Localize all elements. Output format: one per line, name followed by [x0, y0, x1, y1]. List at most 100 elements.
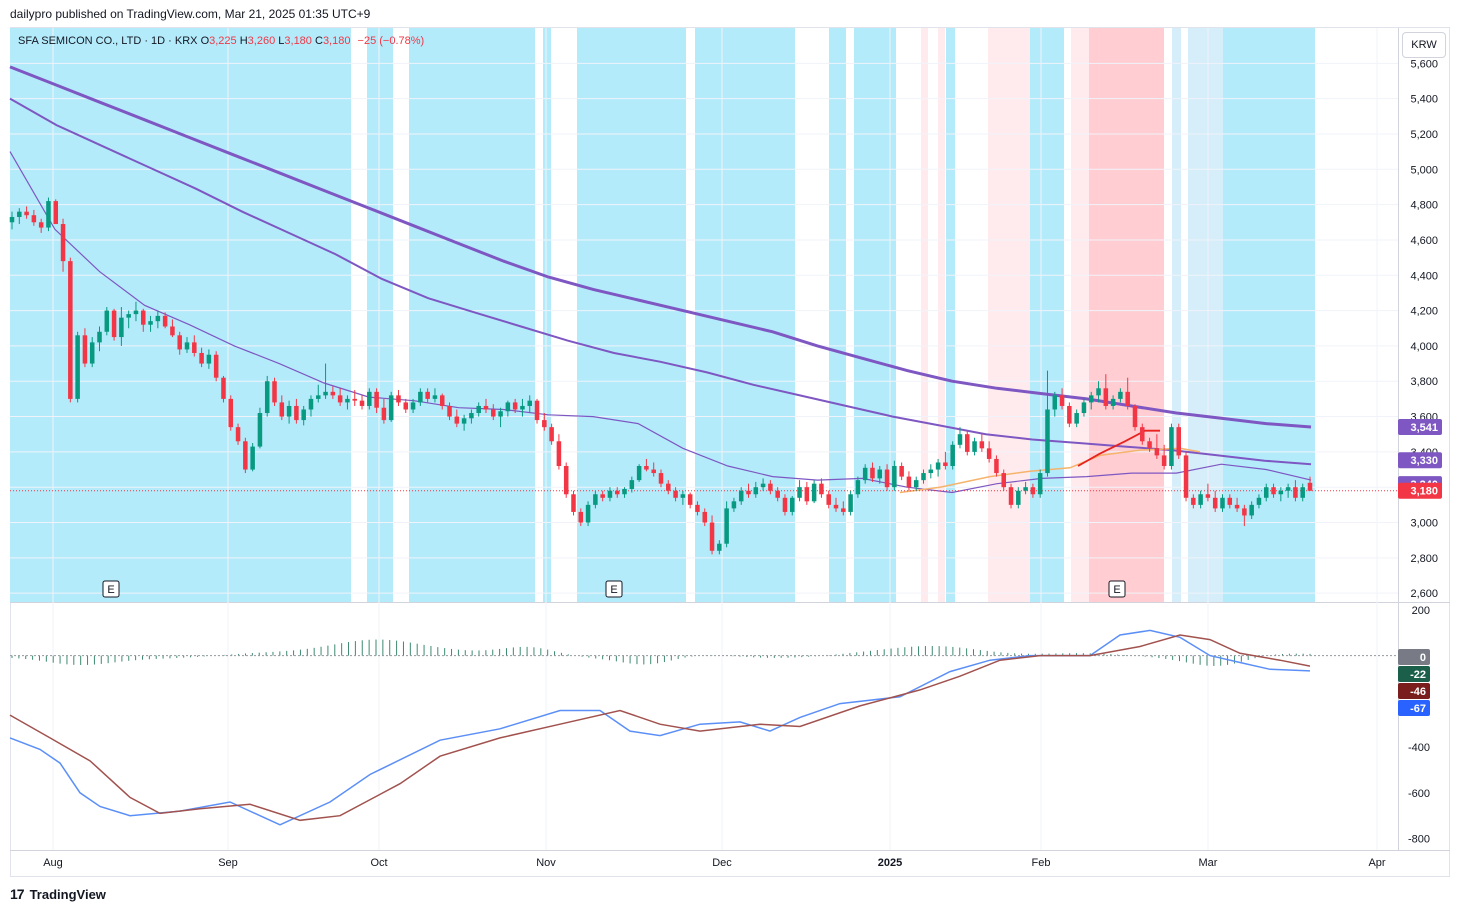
candle-body — [38, 222, 44, 228]
regime-band — [577, 28, 686, 602]
tradingview-brand[interactable]: 17 TradingView — [10, 886, 106, 902]
candle-body — [1103, 388, 1109, 406]
candle-body — [243, 441, 248, 470]
candle-body — [826, 494, 831, 505]
candle-body — [301, 409, 306, 421]
earnings-marker-box — [1108, 580, 1126, 598]
candle-body — [841, 508, 846, 512]
candle-body — [1074, 413, 1079, 424]
price-label: 3,541 — [1410, 422, 1438, 434]
price-label-box — [1398, 452, 1442, 469]
candle-body — [476, 405, 481, 414]
candle-body — [1256, 497, 1262, 505]
macd-label-box — [1398, 700, 1430, 716]
candle-body — [811, 483, 817, 502]
candle-body — [549, 427, 554, 442]
candle-body — [921, 473, 926, 481]
time-tick-label: Nov — [536, 857, 556, 869]
candle-body — [899, 466, 904, 477]
candle-body — [337, 395, 343, 403]
candle-body — [104, 310, 110, 332]
macd-label-box — [1398, 649, 1430, 665]
candle-body — [89, 342, 95, 364]
candle-body — [855, 480, 861, 495]
candle-body — [1271, 487, 1276, 495]
candle-body — [345, 398, 350, 403]
candle-body — [206, 354, 212, 364]
regime-band — [409, 28, 535, 602]
candle-body — [687, 494, 693, 505]
candle-body — [330, 391, 336, 396]
candle-body — [82, 335, 88, 364]
candle-body — [272, 381, 277, 403]
candle-body — [593, 494, 598, 505]
candle-body — [680, 494, 686, 498]
macd-tick-label: -800 — [1408, 834, 1430, 846]
regime-band — [10, 28, 351, 602]
candle-body — [140, 310, 146, 325]
regime-band — [1223, 28, 1315, 602]
regime-band — [695, 28, 795, 602]
candle-body — [731, 501, 737, 509]
candle-body — [1205, 494, 1211, 498]
brand-name: TradingView — [29, 886, 106, 902]
candle-body — [1220, 497, 1225, 509]
candle-body — [644, 466, 649, 470]
currency-button[interactable]: KRW — [1402, 32, 1446, 58]
macd-value-label: -22 — [1410, 669, 1426, 681]
candle-body — [943, 462, 948, 467]
candle-body — [1154, 448, 1160, 456]
candle-body — [323, 391, 328, 396]
price-tick-label: 2,800 — [1410, 553, 1438, 565]
candle-body — [228, 398, 234, 428]
symbol-name: SFA SEMICON CO., LTD · 1D · KRX — [18, 35, 198, 47]
candle-body — [235, 427, 241, 442]
candle-body — [709, 522, 715, 551]
candle-body — [31, 215, 37, 223]
regime-band — [1188, 28, 1223, 602]
price-tick-label: 4,600 — [1410, 235, 1438, 247]
price-tick-label: 4,800 — [1410, 200, 1438, 212]
candle-body — [1147, 441, 1152, 449]
earnings-marker: E — [610, 584, 617, 596]
candle-body — [177, 335, 182, 350]
candle-body — [1052, 395, 1058, 410]
candle-body — [1008, 487, 1014, 505]
macd-tick-label: -600 — [1408, 788, 1430, 800]
candle-body — [75, 335, 80, 399]
candle-body — [520, 405, 525, 410]
candle-body — [804, 487, 810, 502]
ma-mid-line — [9, 97, 1312, 466]
regime-band — [854, 28, 896, 602]
candle-body — [1307, 482, 1313, 491]
candle-body — [1161, 455, 1167, 467]
price-label-box — [1398, 418, 1442, 435]
price-label: 3,330 — [1410, 455, 1438, 467]
candle-body — [906, 476, 912, 488]
regime-band — [938, 28, 945, 602]
candle-body — [257, 413, 263, 447]
candle-body — [1191, 497, 1196, 505]
candle-body — [1176, 427, 1182, 456]
candle-body — [738, 490, 744, 502]
candle-body — [491, 409, 496, 417]
regime-band — [921, 28, 928, 602]
candle-body — [782, 497, 788, 512]
candle-body — [170, 326, 175, 336]
candle-body — [46, 201, 51, 228]
macd-line — [9, 629, 1311, 826]
signal-line — [9, 634, 1311, 822]
candle-body — [556, 441, 562, 467]
candle-body — [1023, 487, 1028, 491]
earnings-marker-box — [605, 580, 623, 598]
close-value: 3,180 — [322, 35, 351, 47]
candle-body — [935, 462, 941, 470]
price-tick-label: 4,000 — [1410, 341, 1438, 353]
candle-body — [578, 511, 584, 523]
candle-body — [819, 483, 824, 495]
time-tick-label: Feb — [1032, 857, 1051, 869]
publisher-line: dailypro published on TradingView.com, M… — [10, 7, 371, 21]
candle-body — [563, 466, 569, 495]
price-tick-label: 3,800 — [1410, 376, 1438, 388]
